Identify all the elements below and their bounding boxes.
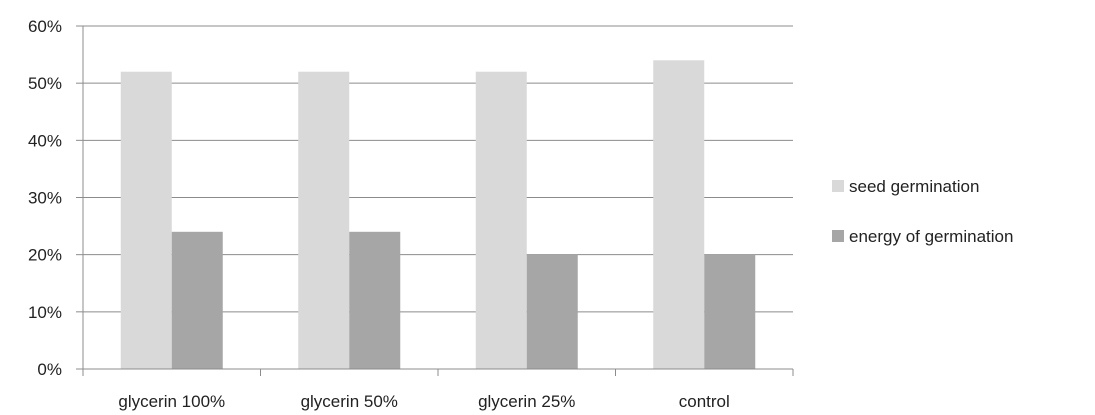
legend-label: seed germination: [849, 177, 979, 196]
y-tick-label: 60%: [28, 17, 62, 36]
bar-seed-germination: [653, 60, 705, 370]
x-category-label: glycerin 25%: [478, 392, 575, 411]
bar-energy-of-germination: [526, 254, 578, 369]
y-tick-label: 30%: [28, 189, 62, 208]
x-category-label: glycerin 50%: [301, 392, 398, 411]
y-tick-label: 50%: [28, 74, 62, 93]
bar-seed-germination: [475, 71, 527, 369]
bar-energy-of-germination: [171, 231, 223, 369]
bars: [120, 60, 756, 370]
y-tick-label: 20%: [28, 246, 62, 265]
legend-swatch: [832, 230, 844, 242]
y-tick-label: 0%: [37, 360, 62, 379]
y-tick-label: 10%: [28, 303, 62, 322]
bar-energy-of-germination: [704, 254, 756, 369]
axes: [76, 25, 794, 376]
bar-seed-germination: [120, 71, 172, 369]
y-axis-tick-labels: 0% 10% 20% 30% 40% 50% 60%: [28, 17, 62, 379]
legend-label: energy of germination: [849, 227, 1013, 246]
legend: seed germination energy of germination: [832, 177, 1013, 246]
bar-energy-of-germination: [349, 231, 401, 369]
legend-swatch: [832, 180, 844, 192]
x-category-label: glycerin 100%: [118, 392, 225, 411]
bar-seed-germination: [298, 71, 350, 369]
category-labels: glycerin 100% glycerin 50% glycerin 25% con…: [118, 392, 729, 411]
y-tick-label: 40%: [28, 131, 62, 150]
x-category-label: control: [679, 392, 730, 411]
